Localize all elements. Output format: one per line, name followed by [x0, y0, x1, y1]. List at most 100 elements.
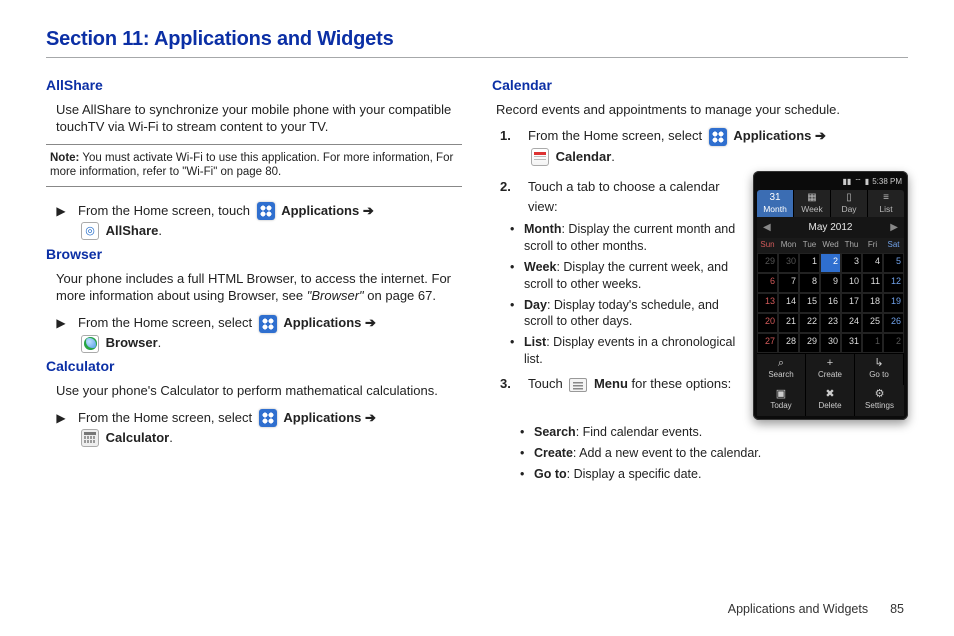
phone-status-bar: ▮▮ ⌔ ▮ 5:38 PM — [757, 175, 904, 190]
calendar-day-cell[interactable]: 27 — [757, 333, 778, 353]
menu-label: Menu — [594, 376, 628, 391]
bullet-text: List: Display events in a chronological … — [524, 334, 739, 368]
calendar-day-cell[interactable]: 23 — [820, 313, 841, 333]
tab-label: Month — [763, 204, 787, 215]
btn-icon: ✖ — [825, 389, 834, 400]
calendar-day-cell[interactable]: 25 — [862, 313, 883, 333]
browser-heading: Browser — [46, 245, 462, 264]
step-body: From the Home screen, select Application… — [528, 126, 908, 166]
tab-icon: ▯ — [846, 193, 852, 203]
phone-btn-delete[interactable]: ✖Delete — [806, 385, 855, 416]
applications-icon — [257, 202, 275, 220]
phone-view-tabs: 31Month▦Week▯Day≡List — [757, 190, 904, 217]
phone-btn-settings[interactable]: ⚙Settings — [855, 385, 904, 416]
calendar-day-cell[interactable]: 29 — [757, 253, 778, 273]
calendar-day-cell[interactable]: 26 — [883, 313, 904, 333]
tab-label: List — [879, 204, 892, 215]
phone-tab-month[interactable]: 31Month — [757, 190, 794, 217]
two-column-layout: AllShare Use AllShare to synchronize you… — [46, 72, 908, 594]
right-column: Calendar Record events and appointments … — [492, 72, 908, 594]
calendar-day-cell[interactable]: 21 — [778, 313, 799, 333]
calendar-day-cell[interactable]: 4 — [862, 253, 883, 273]
bullet-text: Month: Display the current month and scr… — [524, 221, 739, 255]
calendar-day-cell[interactable]: 2 — [820, 253, 841, 273]
calendar-day-cell[interactable]: 1 — [799, 253, 820, 273]
step-number: 2. — [500, 178, 518, 196]
phone-tab-list[interactable]: ≡List — [868, 190, 904, 217]
page-footer: Applications and Widgets 85 — [46, 602, 908, 616]
step-text: Touch — [528, 376, 566, 391]
applications-label: Applications — [733, 128, 811, 143]
calendar-day-cell[interactable]: 13 — [757, 293, 778, 313]
calendar-day-cell[interactable]: 24 — [841, 313, 862, 333]
next-month-icon[interactable]: ▶ — [890, 221, 898, 235]
calendar-day-cell[interactable]: 10 — [841, 273, 862, 293]
dow-label: Wed — [820, 238, 841, 253]
allshare-step: ▶ From the Home screen, touch Applicatio… — [54, 201, 462, 241]
calendar-day-cell[interactable]: 20 — [757, 313, 778, 333]
phone-tab-week[interactable]: ▦Week — [794, 190, 831, 217]
phone-btn-search[interactable]: ⌕Search — [757, 354, 806, 385]
dow-label: Thu — [841, 238, 862, 253]
tab-label: Week — [801, 204, 823, 215]
applications-icon — [259, 315, 277, 333]
calendar-step-1: 1. From the Home screen, select Applicat… — [500, 126, 908, 166]
calendar-day-cell[interactable]: 17 — [841, 293, 862, 313]
applications-label: Applications — [281, 203, 359, 218]
allshare-note: Note: You must activate Wi-Fi to use thi… — [46, 144, 462, 187]
phone-btn-today[interactable]: ▣Today — [757, 385, 806, 416]
bullet-text: Search: Find calendar events. — [534, 424, 702, 441]
phone-btn-create[interactable]: +Create — [806, 354, 855, 385]
phone-tab-day[interactable]: ▯Day — [831, 190, 868, 217]
calendar-day-cell[interactable]: 18 — [862, 293, 883, 313]
calendar-day-cell[interactable]: 2 — [883, 333, 904, 353]
calendar-day-cell[interactable]: 5 — [883, 253, 904, 273]
calendar-day-cell[interactable]: 31 — [841, 333, 862, 353]
calendar-day-cell[interactable]: 29 — [799, 333, 820, 353]
step-marker-icon: ▶ — [54, 410, 68, 426]
phone-btn-go-to[interactable]: ↳Go to — [855, 354, 904, 385]
applications-label: Applications — [283, 315, 361, 330]
step-text: From the Home screen, select — [78, 315, 256, 330]
tab-icon: ▦ — [807, 193, 816, 203]
tab-icon: 31 — [769, 193, 780, 203]
calendar-day-cell[interactable]: 1 — [862, 333, 883, 353]
calendar-day-cell[interactable]: 11 — [862, 273, 883, 293]
browser-desc-em: "Browser" — [307, 288, 364, 303]
dow-label: Sun — [757, 238, 778, 253]
calendar-day-cell[interactable]: 22 — [799, 313, 820, 333]
calendar-day-cell[interactable]: 30 — [820, 333, 841, 353]
calendar-day-cell[interactable]: 28 — [778, 333, 799, 353]
status-time: 5:38 PM — [872, 177, 902, 188]
dow-label: Tue — [799, 238, 820, 253]
calendar-day-cell[interactable]: 14 — [778, 293, 799, 313]
footer-label: Applications and Widgets — [728, 602, 868, 616]
calendar-day-cell[interactable]: 7 — [778, 273, 799, 293]
allshare-icon: ◎ — [81, 222, 99, 240]
phone-dow-row: SunMonTueWedThuFriSat — [757, 238, 904, 253]
prev-month-icon[interactable]: ◀ — [763, 221, 771, 235]
signal-icon: ▮▮ — [842, 177, 851, 188]
calendar-day-cell[interactable]: 12 — [883, 273, 904, 293]
view-bullet-item: •List: Display events in a chronological… — [510, 334, 739, 368]
browser-icon — [81, 335, 99, 353]
calendar-day-cell[interactable]: 9 — [820, 273, 841, 293]
calendar-step2-wrap: 2. Touch a tab to choose a calendar view… — [492, 171, 908, 420]
calendar-day-cell[interactable]: 30 — [778, 253, 799, 273]
calendar-day-cell[interactable]: 19 — [883, 293, 904, 313]
step-text: From the Home screen, touch — [78, 203, 254, 218]
note-body: You must activate Wi-Fi to use this appl… — [50, 152, 453, 178]
bullet-dot-icon: • — [510, 297, 518, 331]
calendar-desc: Record events and appointments to manage… — [496, 101, 908, 119]
calendar-day-cell[interactable]: 6 — [757, 273, 778, 293]
calendar-day-cell[interactable]: 8 — [799, 273, 820, 293]
calendar-day-cell[interactable]: 16 — [820, 293, 841, 313]
option-bullet-item: •Search: Find calendar events. — [520, 424, 908, 441]
menu-icon — [569, 378, 587, 392]
browser-desc: Your phone includes a full HTML Browser,… — [56, 270, 462, 305]
btn-label: Settings — [865, 401, 894, 412]
step-text: From the Home screen, select — [78, 410, 256, 425]
calendar-day-cell[interactable]: 15 — [799, 293, 820, 313]
calendar-day-cell[interactable]: 3 — [841, 253, 862, 273]
browser-desc-post: on page 67. — [367, 288, 436, 303]
